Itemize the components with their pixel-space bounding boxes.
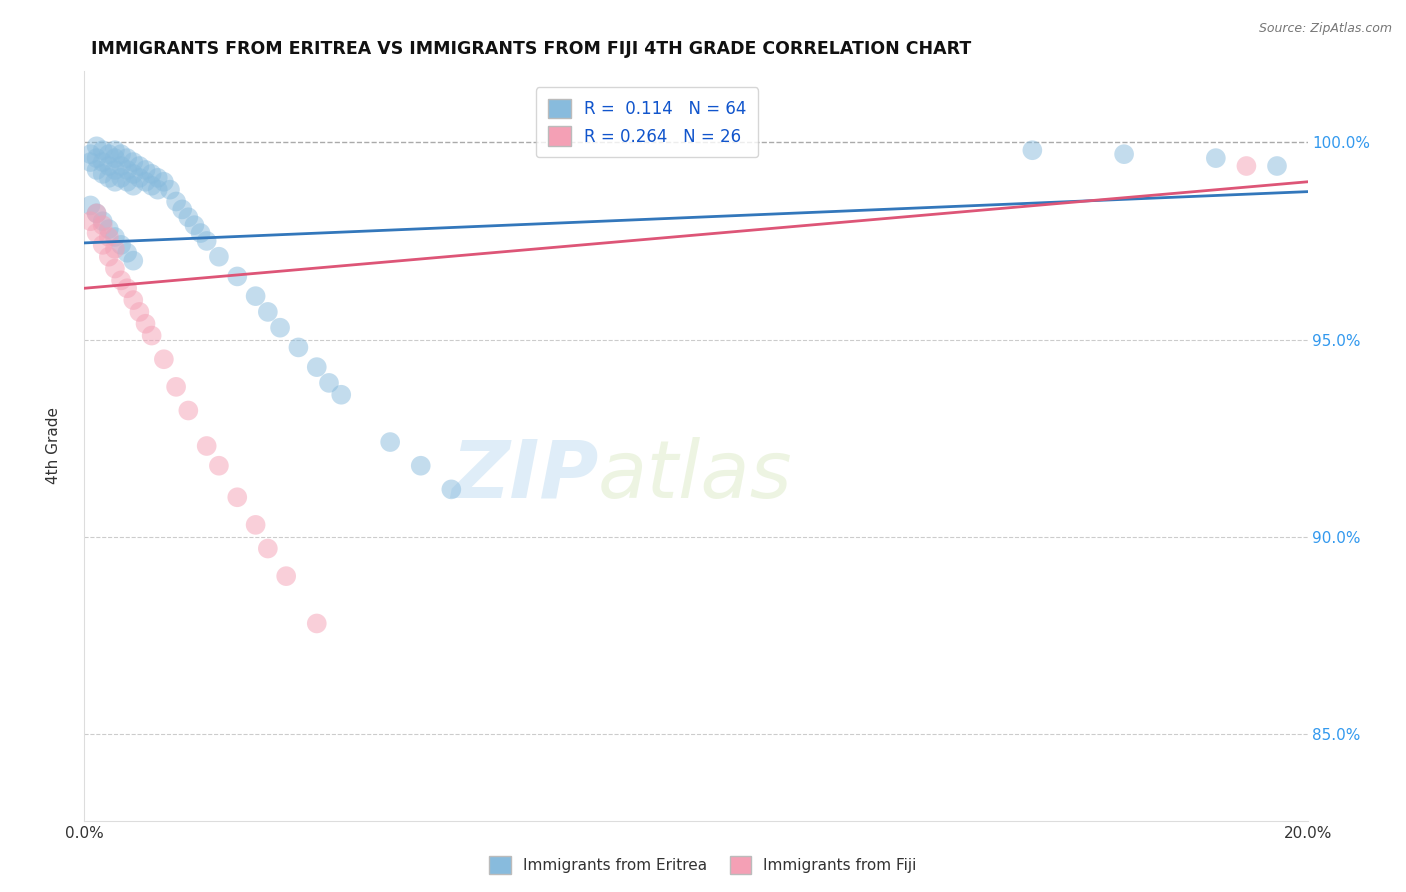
Point	[110, 238, 132, 252]
Point	[1205, 151, 1227, 165]
Point	[122, 253, 145, 268]
Point	[177, 211, 200, 225]
Point	[122, 178, 145, 193]
Point	[104, 261, 127, 276]
Point	[226, 269, 249, 284]
Point	[110, 159, 132, 173]
Point	[1265, 159, 1288, 173]
Point	[245, 517, 267, 532]
Point	[104, 242, 127, 256]
Point	[97, 147, 120, 161]
Legend: R =  0.114   N = 64, R = 0.264   N = 26: R = 0.114 N = 64, R = 0.264 N = 26	[536, 87, 758, 157]
Point	[91, 238, 114, 252]
Point	[183, 218, 205, 232]
Text: 4th Grade: 4th Grade	[46, 408, 60, 484]
Point	[208, 250, 231, 264]
Point	[276, 569, 298, 583]
Point	[122, 293, 145, 307]
Point	[146, 183, 169, 197]
Text: IMMIGRANTS FROM ERITREA VS IMMIGRANTS FROM FIJI 4TH GRADE CORRELATION CHART: IMMIGRANTS FROM ERITREA VS IMMIGRANTS FR…	[91, 40, 972, 58]
Point	[97, 222, 120, 236]
Point	[177, 403, 200, 417]
Point	[141, 328, 163, 343]
Point	[135, 317, 157, 331]
Point	[305, 616, 328, 631]
Point	[115, 245, 138, 260]
Point	[269, 320, 291, 334]
Point	[115, 151, 138, 165]
Point	[91, 167, 114, 181]
Text: Source: ZipAtlas.com: Source: ZipAtlas.com	[1258, 22, 1392, 36]
Point	[257, 305, 280, 319]
Point	[330, 388, 353, 402]
Point	[79, 155, 101, 169]
Point	[91, 143, 114, 157]
Point	[1236, 159, 1258, 173]
Point	[128, 159, 150, 173]
Point	[91, 218, 114, 232]
Point	[115, 175, 138, 189]
Point	[79, 147, 101, 161]
Point	[79, 214, 101, 228]
Point	[172, 202, 194, 217]
Point	[245, 289, 267, 303]
Point	[1021, 143, 1043, 157]
Point	[135, 175, 157, 189]
Point	[440, 483, 463, 497]
Point	[104, 175, 127, 189]
Point	[104, 230, 127, 244]
Point	[128, 170, 150, 185]
Point	[195, 234, 218, 248]
Point	[110, 147, 132, 161]
Point	[257, 541, 280, 556]
Point	[128, 305, 150, 319]
Point	[195, 439, 218, 453]
Point	[208, 458, 231, 473]
Point	[104, 151, 127, 165]
Point	[153, 175, 176, 189]
Point	[190, 226, 212, 240]
Point	[287, 340, 309, 354]
Point	[79, 198, 101, 212]
Point	[104, 143, 127, 157]
Point	[86, 139, 108, 153]
Text: ZIP: ZIP	[451, 437, 598, 515]
Point	[165, 380, 187, 394]
Point	[97, 230, 120, 244]
Point	[141, 178, 163, 193]
Point	[86, 151, 108, 165]
Point	[141, 167, 163, 181]
Point	[97, 159, 120, 173]
Point	[104, 163, 127, 178]
Point	[380, 435, 402, 450]
Point	[165, 194, 187, 209]
Point	[146, 170, 169, 185]
Point	[305, 360, 328, 375]
Point	[97, 170, 120, 185]
Point	[86, 226, 108, 240]
Point	[226, 490, 249, 504]
Point	[115, 281, 138, 295]
Point	[91, 214, 114, 228]
Point	[122, 155, 145, 169]
Text: atlas: atlas	[598, 437, 793, 515]
Point	[135, 163, 157, 178]
Point	[318, 376, 340, 390]
Point	[86, 206, 108, 220]
Point	[97, 250, 120, 264]
Point	[86, 206, 108, 220]
Point	[153, 352, 176, 367]
Point	[91, 155, 114, 169]
Legend: Immigrants from Eritrea, Immigrants from Fiji: Immigrants from Eritrea, Immigrants from…	[484, 850, 922, 880]
Point	[110, 273, 132, 287]
Point	[409, 458, 432, 473]
Point	[110, 170, 132, 185]
Point	[159, 183, 181, 197]
Point	[122, 167, 145, 181]
Point	[1114, 147, 1136, 161]
Point	[115, 163, 138, 178]
Point	[86, 163, 108, 178]
